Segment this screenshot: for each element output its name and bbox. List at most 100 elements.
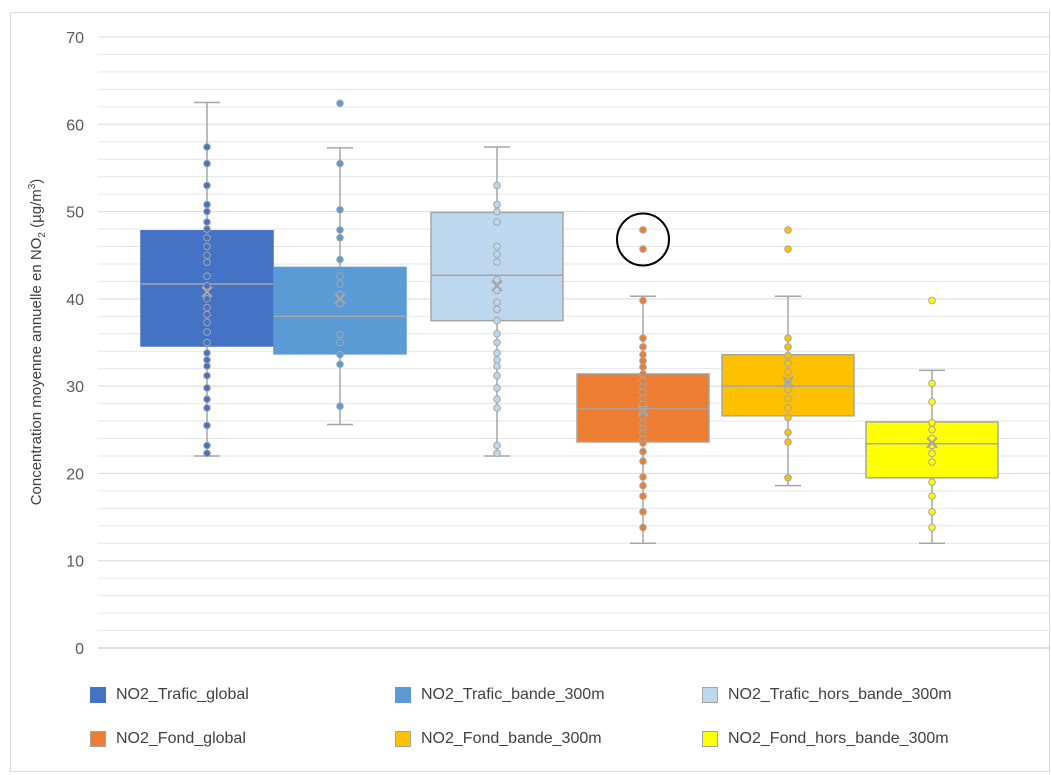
data-point — [493, 371, 501, 380]
data-point — [203, 200, 211, 209]
y-axis-title-part: Concentration moyenne annuelle en NO — [28, 238, 45, 506]
data-point — [639, 473, 647, 481]
box-NO2_Trafic_global — [140, 101, 274, 458]
data-point — [336, 99, 344, 108]
y-tick-label: 0 — [75, 641, 84, 658]
data-point — [928, 478, 936, 486]
data-point — [784, 385, 792, 394]
mean-marker — [637, 404, 649, 417]
data-point — [493, 384, 501, 392]
data-point — [203, 349, 211, 357]
box-NO2_Trafic_hors_bande_300m — [430, 146, 564, 458]
data-point — [493, 404, 501, 412]
data-point — [493, 181, 501, 190]
legend-item: NO2_Trafic_global — [90, 686, 249, 704]
data-point — [203, 207, 211, 216]
y-axis-title-sub: 2 — [37, 232, 48, 238]
data-point — [336, 226, 344, 234]
data-point — [928, 508, 936, 516]
data-point — [493, 329, 501, 338]
data-point — [928, 296, 936, 305]
legend-item: NO2_Fond_global — [90, 730, 246, 748]
y-tick-label: 30 — [66, 379, 84, 396]
box-NO2_Fond_hors_bande_300m — [865, 296, 999, 545]
boxplot-series — [140, 99, 999, 545]
data-point — [493, 356, 501, 364]
data-point — [203, 310, 211, 319]
box-NO2_Fond_bande_300m — [721, 226, 855, 487]
data-point — [336, 255, 344, 264]
data-point — [493, 349, 501, 357]
data-point — [336, 206, 344, 214]
data-point — [203, 251, 211, 260]
data-point — [493, 298, 501, 307]
data-point — [203, 384, 211, 392]
data-point — [493, 275, 501, 284]
legend-label: NO2_Fond_global — [116, 730, 246, 747]
data-point — [639, 447, 647, 456]
data-point — [928, 425, 936, 434]
data-point — [639, 523, 647, 532]
legend: NO2_Trafic_global NO2_Trafic_bande_300m NO… — [90, 686, 1040, 756]
legend-swatch — [395, 687, 411, 703]
data-point — [928, 398, 936, 406]
mean-marker — [201, 286, 213, 298]
mean-marker — [491, 280, 503, 292]
data-point — [493, 316, 501, 325]
y-axis-title: Concentration moyenne annuelle en NO2 (µ… — [27, 179, 48, 506]
legend-item: NO2_Trafic_hors_bande_300m — [702, 686, 952, 704]
data-point — [784, 226, 792, 234]
data-point — [639, 350, 647, 359]
data-point — [493, 449, 501, 458]
legend-swatch — [702, 731, 718, 747]
data-point — [784, 473, 792, 482]
y-axis-title-part: ) — [28, 179, 45, 184]
data-point — [784, 404, 792, 412]
data-point — [784, 368, 792, 376]
data-point — [203, 233, 211, 242]
y-tick-label: 60 — [66, 117, 84, 134]
data-point — [493, 242, 501, 251]
legend-swatch — [90, 687, 106, 703]
legend-swatch — [702, 687, 718, 703]
data-point — [336, 280, 344, 288]
data-point — [336, 338, 344, 347]
data-point — [203, 295, 211, 303]
data-point — [203, 181, 211, 190]
data-point — [203, 441, 211, 450]
data-point — [203, 242, 211, 251]
data-point — [203, 328, 211, 336]
mean-marker — [334, 293, 346, 305]
data-point — [203, 449, 211, 458]
y-tick-label: 50 — [66, 205, 84, 222]
data-point — [493, 395, 501, 404]
annotation-circle — [616, 212, 670, 267]
legend-item: NO2_Trafic_bande_300m — [395, 686, 605, 704]
data-point — [493, 200, 501, 209]
data-point — [928, 523, 936, 532]
data-point — [639, 388, 647, 397]
data-point — [784, 428, 792, 437]
legend-label: NO2_Trafic_global — [116, 686, 249, 703]
data-point — [203, 371, 211, 380]
data-point — [784, 394, 792, 403]
data-point — [493, 305, 501, 314]
data-point — [639, 508, 647, 516]
data-point — [336, 233, 344, 242]
data-point — [336, 272, 344, 280]
data-point — [784, 359, 792, 368]
box-NO2_Trafic_bande_300m — [273, 99, 407, 426]
data-point — [493, 218, 501, 226]
data-point — [203, 272, 211, 280]
data-point — [928, 449, 936, 458]
data-point — [784, 351, 792, 360]
data-point — [784, 334, 792, 342]
data-point — [203, 258, 211, 266]
data-point — [639, 492, 647, 500]
legend-swatch — [395, 731, 411, 747]
legend-item: NO2_Fond_hors_bande_300m — [702, 730, 949, 748]
data-point — [336, 360, 344, 369]
y-axis-title-sup: 3 — [27, 183, 38, 189]
y-axis-tick-labels: 0 10 20 30 40 50 60 70 — [66, 30, 84, 658]
